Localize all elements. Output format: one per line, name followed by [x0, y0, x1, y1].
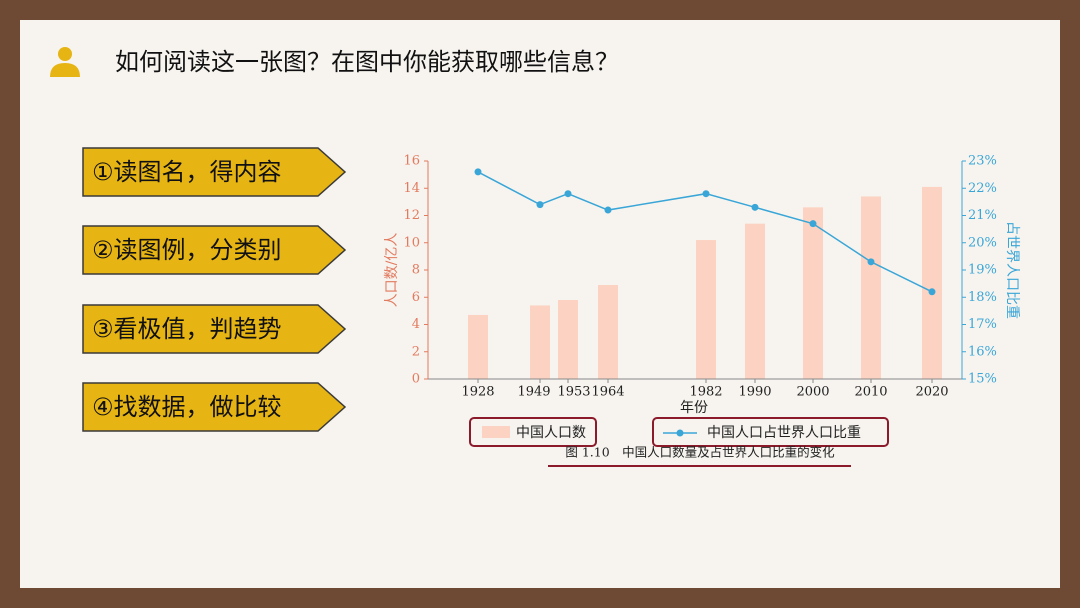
bar	[922, 186, 942, 379]
y2-tick-label: 19%	[968, 263, 997, 278]
bar	[558, 299, 578, 379]
y2-tick-label: 16%	[968, 344, 997, 359]
bar	[468, 314, 488, 379]
x-tick-label: 1949	[517, 385, 550, 400]
step-label: ②读图例，分类别	[92, 236, 282, 264]
bar	[745, 223, 765, 379]
y2-tick-label: 15%	[968, 372, 997, 387]
step-label: ④找数据，做比较	[92, 393, 282, 421]
bar	[861, 196, 881, 379]
x-tick-label: 2020	[915, 385, 948, 400]
line-point	[751, 203, 759, 211]
y-tick-label: 16	[403, 154, 420, 169]
y-tick-label: 0	[412, 372, 420, 387]
step-arrow	[82, 304, 347, 354]
step-arrow	[82, 225, 347, 275]
x-axis-title: 年份	[680, 400, 708, 416]
line-point	[564, 190, 572, 198]
line-point	[867, 258, 875, 266]
line-point	[702, 190, 710, 198]
y2-tick-label: 20%	[968, 235, 997, 250]
person-icon	[50, 47, 80, 77]
x-tick-label: 1928	[461, 385, 494, 400]
x-tick-label: 1953	[557, 385, 590, 400]
y-tick-label: 2	[412, 344, 420, 359]
line-point	[536, 201, 544, 209]
step-arrow	[82, 382, 347, 432]
y2-tick-label: 22%	[968, 181, 997, 196]
y-tick-label: 4	[412, 317, 420, 332]
y2-tick-label: 23%	[968, 154, 997, 169]
step-arrow	[82, 147, 347, 197]
legend-swatch	[676, 429, 684, 437]
y-tick-label: 12	[403, 208, 420, 223]
line-point	[474, 168, 482, 176]
legend-swatch	[482, 426, 510, 438]
y-tick-label: 6	[412, 290, 420, 305]
y-tick-label: 14	[403, 181, 420, 196]
y2-tick-label: 17%	[968, 317, 997, 332]
y2-axis-title: 占世界人口比重	[1004, 221, 1020, 319]
line-point	[928, 288, 936, 296]
chart-caption: 图 1.10 中国人口数量及占世界人口比重的变化	[565, 445, 835, 460]
line-point	[604, 206, 612, 214]
bar	[530, 305, 550, 379]
x-tick-label: 1982	[689, 385, 722, 400]
y2-tick-label: 18%	[968, 290, 997, 305]
bar	[598, 284, 618, 379]
bar	[803, 207, 823, 379]
x-tick-label: 2010	[854, 385, 887, 400]
x-tick-label: 1990	[738, 385, 771, 400]
legend-box	[652, 417, 889, 447]
legend-label: 中国人口占世界人口比重	[707, 425, 861, 441]
slide-background	[20, 20, 1060, 588]
step-label: ①读图名，得内容	[92, 158, 282, 186]
step-label: ③看极值，判趋势	[92, 315, 282, 343]
line-point	[809, 220, 817, 228]
y-tick-label: 8	[412, 263, 420, 278]
bar	[696, 240, 716, 379]
slide-title: 如何阅读这一张图？在图中你能获取哪些信息？	[115, 48, 619, 76]
legend-box	[469, 417, 597, 447]
legend-label: 中国人口数	[516, 425, 586, 441]
x-tick-label: 2000	[796, 385, 829, 400]
y-tick-label: 10	[403, 235, 420, 250]
y2-tick-label: 21%	[968, 208, 997, 223]
x-tick-label: 1964	[591, 385, 624, 400]
y-axis-title: 人口数/亿人	[384, 233, 400, 308]
